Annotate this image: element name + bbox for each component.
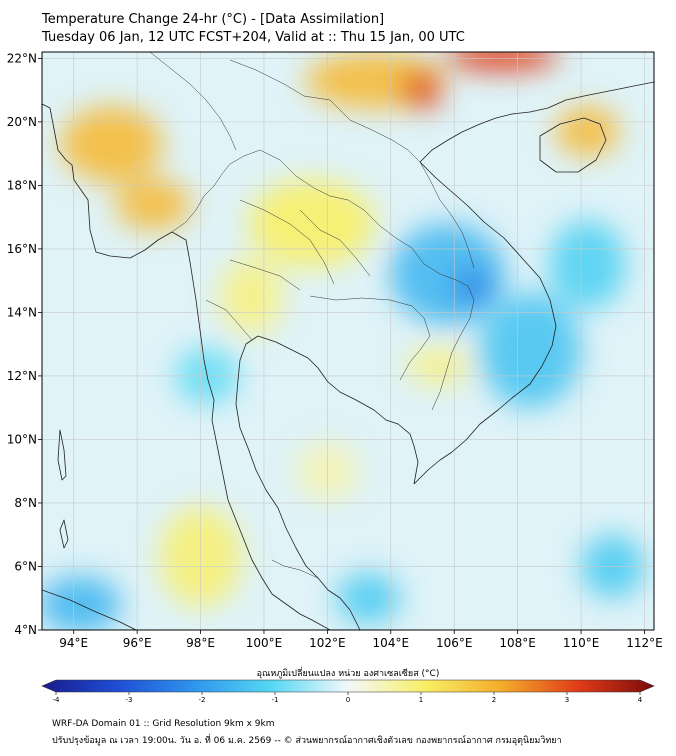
- lat-tick-label: 6°N: [14, 559, 37, 573]
- coastline-sumatra: [42, 589, 137, 630]
- colorbar-tick-label: -1: [272, 696, 279, 704]
- lat-axis: 4°N 6°N 8°N 10°N 12°N 14°N 16°N 18°N 20°N 22°N: [7, 51, 42, 637]
- coastline-gulf-east: [257, 335, 419, 485]
- colorbar-tick-label: 4: [638, 696, 643, 704]
- lat-tick-label: 12°N: [7, 369, 37, 383]
- coastlines: [42, 81, 654, 630]
- border-myanmar-china: [149, 52, 237, 151]
- colorbar-tick-label: 0: [346, 696, 350, 704]
- lat-tick-label: 22°N: [7, 51, 37, 65]
- colorbar-label: อุณหภูมิเปลี่ยนแปลง หน่วย องศาเซลเซียส (…: [257, 666, 440, 679]
- lon-tick-label: 108°E: [499, 636, 536, 650]
- coastline-peninsula-east: [235, 335, 361, 630]
- lon-tick-label: 104°E: [373, 636, 410, 650]
- lon-tick-label: 96°E: [123, 636, 152, 650]
- anomaly-blob: [336, 572, 401, 624]
- border-thailand-laos: [259, 149, 425, 265]
- anomaly-blob: [248, 179, 375, 268]
- colorbar-tick-label: -2: [199, 696, 206, 704]
- colorbar-tick-label: 3: [565, 696, 569, 704]
- borders: [149, 52, 475, 579]
- map-subtitle: Tuesday 06 Jan, 12 UTC FCST+204, Valid a…: [42, 30, 465, 45]
- anomaly-blob: [479, 293, 582, 408]
- lat-tick-label: 18°N: [7, 178, 37, 192]
- border-internal-4: [205, 299, 253, 341]
- map-title: Temperature Change 24-hr (°C) - [Data As…: [42, 12, 385, 27]
- colorbar-ticks: -4 -3 -2 -1 0 1 2 3 4: [53, 692, 643, 704]
- border-internal-1: [239, 199, 335, 285]
- border-thailand-malaysia: [271, 559, 319, 579]
- lon-tick-label: 98°E: [186, 636, 215, 650]
- colorbar: [41, 679, 655, 693]
- coastline-vietnam-south: [413, 161, 557, 485]
- lat-tick-label: 14°N: [7, 305, 37, 319]
- lon-tick-label: 94°E: [59, 636, 88, 650]
- coastline-west: [42, 103, 331, 630]
- anomaly-blob: [42, 576, 122, 630]
- lat-tick-label: 8°N: [14, 496, 37, 510]
- anomaly-blob: [390, 223, 505, 326]
- colorbar-tick-label: 2: [492, 696, 496, 704]
- coastline-north: [419, 81, 654, 163]
- colorbar-tick-label: -4: [53, 696, 61, 704]
- anomaly-blob: [403, 71, 442, 110]
- anomaly-blob: [406, 347, 471, 386]
- lat-tick-label: 20°N: [7, 115, 37, 129]
- lon-tick-label: 106°E: [436, 636, 473, 650]
- lon-axis: 94°E 96°E 98°E 100°E 102°E 104°E 106°E 108°E 110…: [59, 630, 663, 650]
- anomaly-blob: [61, 105, 163, 183]
- lon-tick-label: 102°E: [309, 636, 346, 650]
- anomaly-blob: [549, 220, 626, 310]
- coastline-nicobar: [59, 519, 69, 549]
- map-frame: [41, 51, 655, 631]
- footer-credit: ปรับปรุงข้อมูล ณ เวลา 19:00น. วัน อ. ที่…: [52, 736, 562, 746]
- border-myanmar-thailand: [171, 149, 261, 233]
- colorbar-tick-label: -3: [126, 696, 133, 704]
- border-cambodia-vietnam: [423, 263, 475, 411]
- lat-tick-label: 10°N: [7, 432, 37, 446]
- border-internal-3: [299, 209, 371, 277]
- anomaly-blob: [555, 105, 620, 157]
- graticule: [42, 52, 654, 630]
- lat-tick-label: 4°N: [14, 623, 37, 637]
- lon-tick-label: 110°E: [563, 636, 600, 650]
- footer-model-info: WRF-DA Domain 01 :: Grid Resolution 9km …: [52, 719, 275, 729]
- border-internal-2: [229, 259, 301, 291]
- lon-tick-label: 100°E: [246, 636, 283, 650]
- border-laos-vietnam: [329, 99, 475, 269]
- border-china: [229, 59, 331, 101]
- map-plot-area[interactable]: [39, 39, 654, 633]
- anomaly-blob: [454, 271, 493, 303]
- anomaly-blob: [114, 179, 192, 230]
- lon-tick-label: 112°E: [626, 636, 663, 650]
- anomaly-blob: [219, 258, 283, 335]
- lat-tick-label: 16°N: [7, 242, 37, 256]
- coastline-andaman: [57, 429, 67, 481]
- anomaly-blob: [444, 52, 559, 72]
- coastline-hainan: [539, 117, 607, 173]
- colorbar-tick-label: 1: [419, 696, 423, 704]
- border-thailand-cambodia: [309, 295, 431, 381]
